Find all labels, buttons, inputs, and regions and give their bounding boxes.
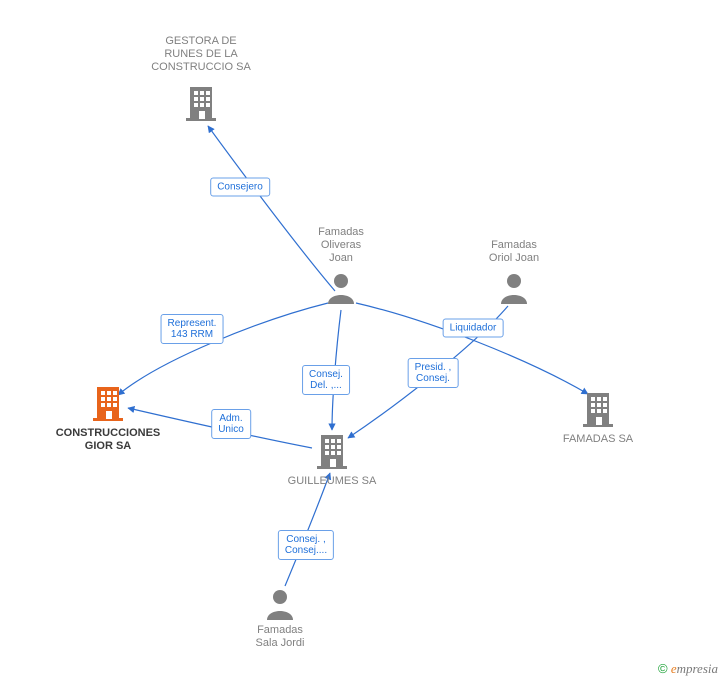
person-icon: [326, 272, 356, 304]
edge-label: Represent. 143 RRM: [161, 314, 224, 344]
person-icon: [265, 588, 295, 620]
node-construcciones-icon-wrap: [93, 385, 123, 421]
node-construcciones[interactable]: CONSTRUCCIONES GIOR SA: [56, 427, 161, 453]
node-label: Famadas Oriol Joan: [489, 239, 539, 264]
node-label: CONSTRUCCIONES GIOR SA: [56, 427, 161, 452]
node-label: Famadas Oliveras Joan: [318, 226, 364, 264]
node-guilleumes-icon-wrap: [317, 433, 347, 469]
node-famadas-oriol[interactable]: Famadas Oriol Joan: [489, 239, 539, 265]
building-icon: [583, 391, 613, 427]
node-label: GESTORA DE RUNES DE LA CONSTRUCCIO SA: [151, 35, 251, 73]
node-guilleumes[interactable]: GUILLEUMES SA: [288, 475, 377, 488]
person-icon: [499, 272, 529, 304]
edge-label: Liquidador: [443, 319, 504, 338]
node-famadas-oriol-icon-wrap: [499, 272, 529, 304]
node-gestora-icon-wrap: [186, 85, 216, 121]
node-famadas-oliveras-icon-wrap: [326, 272, 356, 304]
node-famadas-sa[interactable]: FAMADAS SA: [563, 433, 633, 446]
edges-layer: [0, 0, 728, 685]
building-icon: [186, 85, 216, 121]
edge-label: Adm. Unico: [211, 409, 251, 439]
node-gestora[interactable]: GESTORA DE RUNES DE LA CONSTRUCCIO SA: [151, 35, 251, 74]
edge-label: Consej. , Consej....: [278, 530, 334, 560]
node-label: GUILLEUMES SA: [288, 475, 377, 487]
network-canvas: GESTORA DE RUNES DE LA CONSTRUCCIO SA Fa…: [0, 0, 728, 685]
edge-label: Consejero: [210, 178, 270, 197]
node-famadas-sa-icon-wrap: [583, 391, 613, 427]
node-label: FAMADAS SA: [563, 433, 633, 445]
watermark: © empresia: [658, 661, 718, 677]
node-label: Famadas Sala Jordi: [256, 624, 305, 649]
node-famadas-sala-icon-wrap: [265, 588, 295, 620]
building-icon: [93, 385, 123, 421]
node-famadas-oliveras[interactable]: Famadas Oliveras Joan: [318, 226, 364, 265]
node-famadas-sala[interactable]: Famadas Sala Jordi: [256, 624, 305, 650]
brand-rest: mpresia: [677, 661, 718, 676]
building-icon: [317, 433, 347, 469]
edge-label: Consej. Del. ,...: [302, 365, 350, 395]
edge-label: Presid. , Consej.: [408, 358, 459, 388]
copyright-symbol: ©: [658, 661, 668, 676]
